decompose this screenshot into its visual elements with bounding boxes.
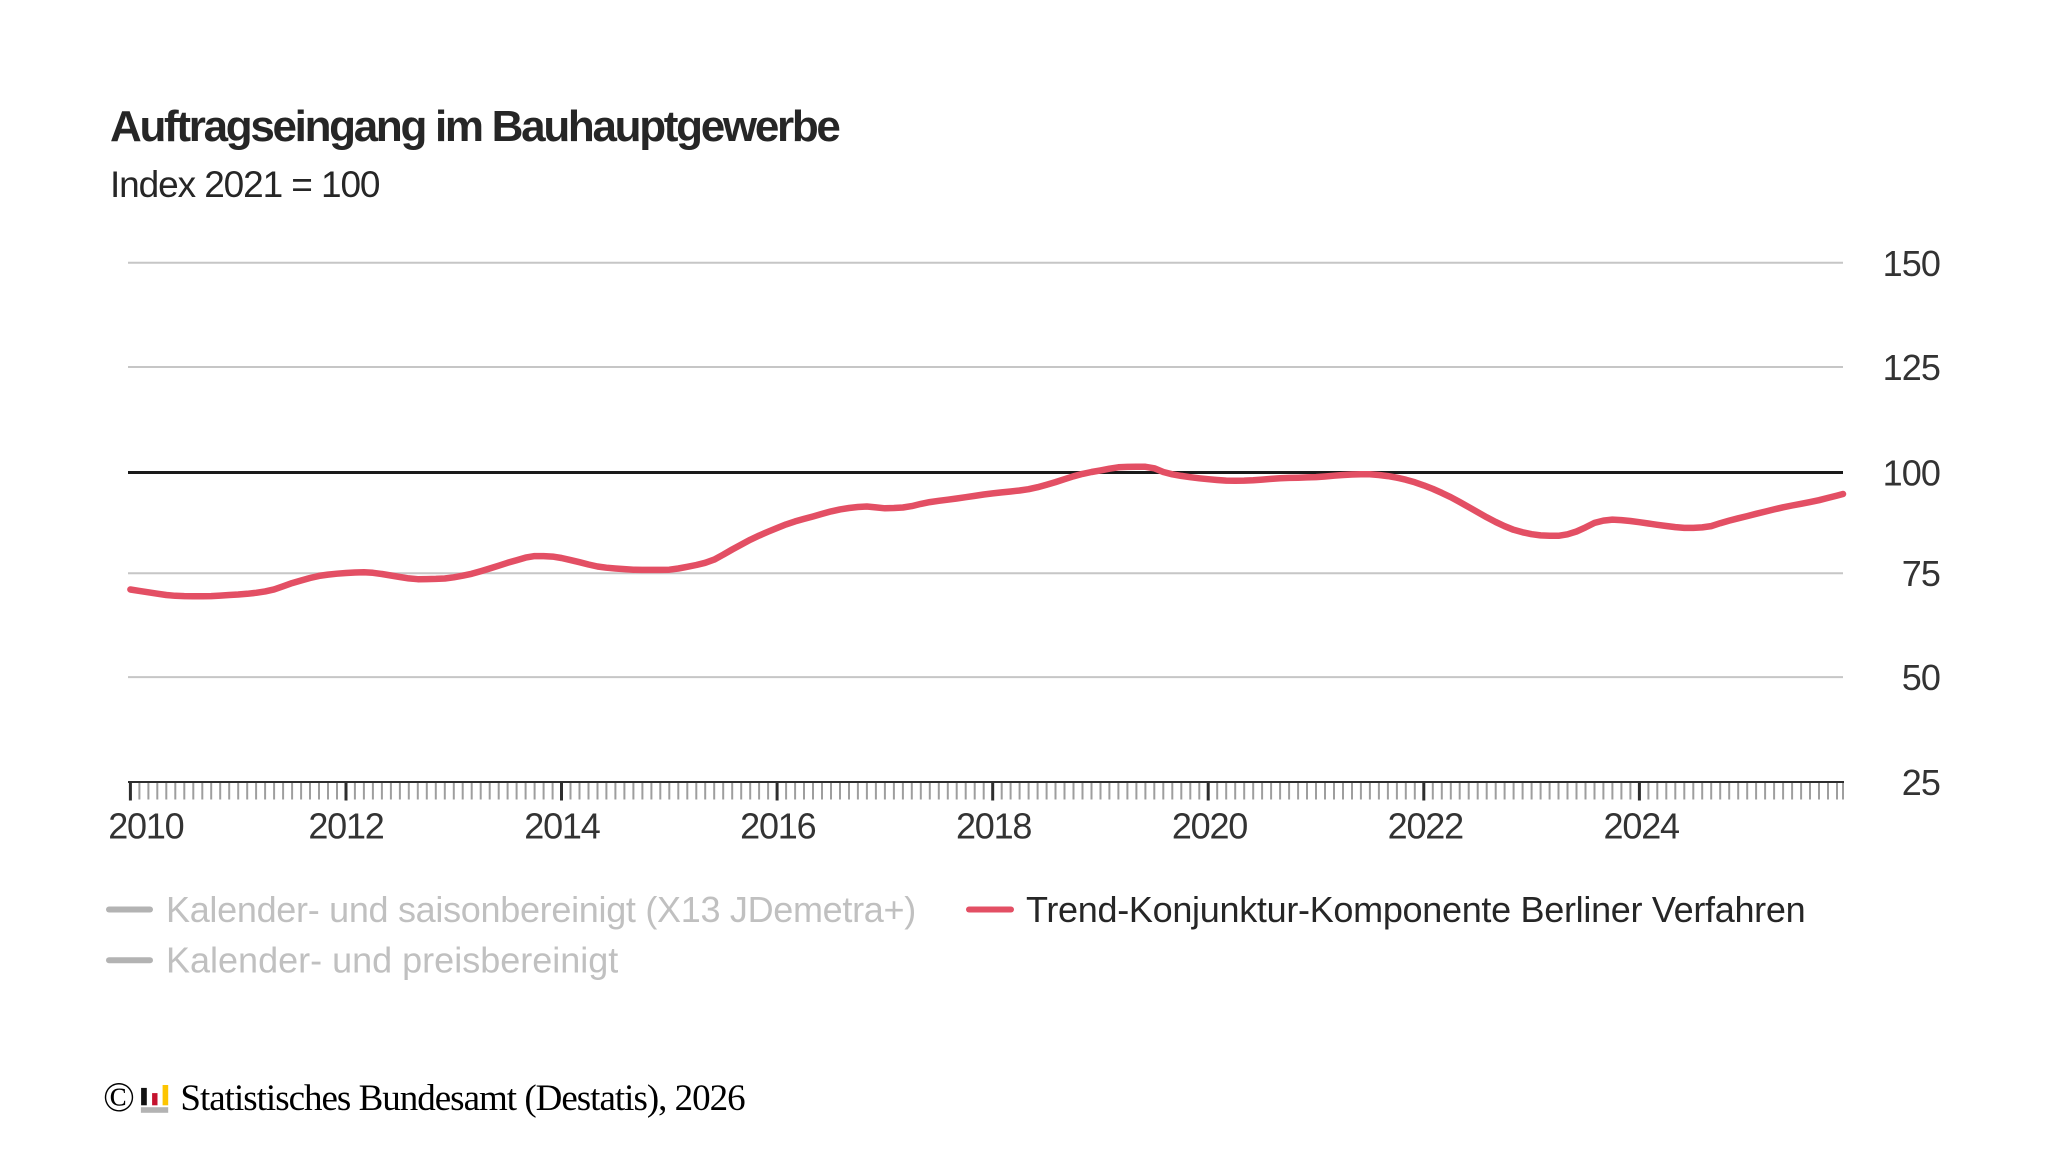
svg-text:150: 150 <box>1883 243 1940 284</box>
svg-text:100: 100 <box>1883 453 1940 494</box>
svg-text:2012: 2012 <box>308 806 383 847</box>
svg-text:Statistisches Bundesamt (Desta: Statistisches Bundesamt (Destatis), 2026 <box>180 1078 745 1119</box>
svg-text:2010: 2010 <box>108 806 183 847</box>
svg-text:2020: 2020 <box>1172 806 1247 847</box>
svg-text:Kalender- und preisbereinigt: Kalender- und preisbereinigt <box>166 940 618 981</box>
svg-text:2022: 2022 <box>1388 806 1463 847</box>
svg-text:2018: 2018 <box>956 806 1031 847</box>
svg-text:75: 75 <box>1902 553 1940 594</box>
svg-text:125: 125 <box>1883 347 1940 388</box>
svg-text:2024: 2024 <box>1604 806 1679 847</box>
svg-text:Trend-Konjunktur-Komponente Be: Trend-Konjunktur-Komponente Berliner Ver… <box>1026 889 1805 930</box>
svg-text:©: © <box>103 1075 135 1121</box>
svg-text:Auftragseingang im Bauhauptgew: Auftragseingang im Bauhauptgewerbe <box>110 102 839 151</box>
svg-text:2014: 2014 <box>524 806 599 847</box>
svg-text:50: 50 <box>1902 657 1940 698</box>
svg-text:Index 2021 = 100: Index 2021 = 100 <box>110 164 380 205</box>
svg-text:Kalender- und saisonbereinigt: Kalender- und saisonbereinigt (X13 JDeme… <box>166 889 916 930</box>
svg-text:2016: 2016 <box>740 806 815 847</box>
svg-text:25: 25 <box>1902 762 1940 803</box>
